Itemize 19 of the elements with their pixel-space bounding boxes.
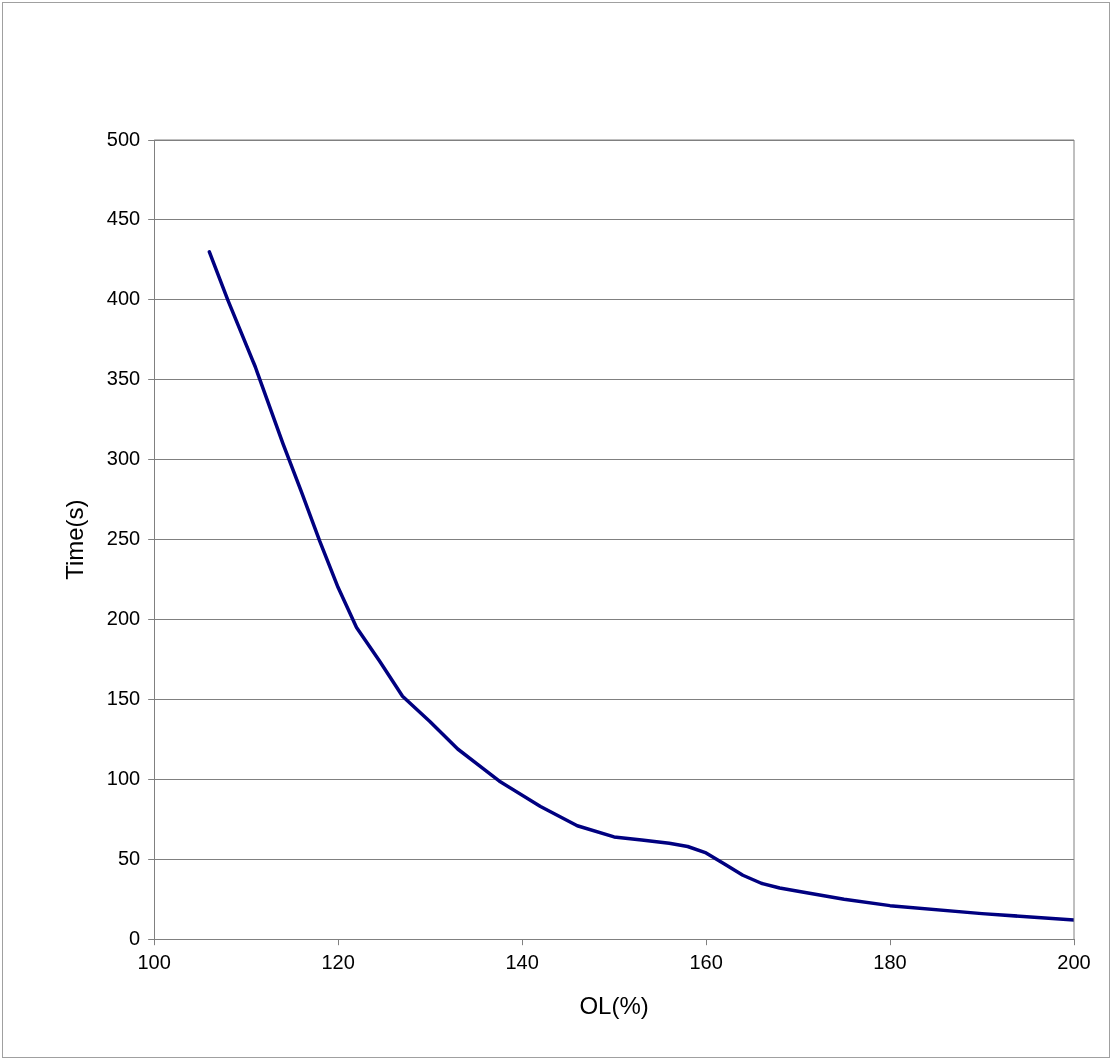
y-tick-label: 250 (106, 527, 141, 550)
y-tick-label: 100 (106, 766, 141, 789)
x-axis-title: OL(%) (579, 992, 649, 1020)
y-tick-label: 400 (106, 287, 141, 310)
x-tick-label: 160 (689, 950, 723, 973)
y-tick-label: 350 (106, 367, 141, 390)
x-tick-label: 120 (321, 950, 355, 973)
y-tick-label: 200 (106, 607, 141, 630)
y-tick-label: 0 (129, 926, 141, 949)
y-axis-title: Time(s) (61, 499, 89, 580)
y-tick-label: 150 (106, 686, 141, 709)
x-tick-label: 140 (505, 950, 539, 973)
x-tick-label: 180 (873, 950, 907, 973)
x-tick-label: 100 (137, 950, 171, 973)
y-tick-label: 500 (106, 127, 141, 150)
y-tick-label: 300 (106, 447, 141, 470)
y-tick-label: 450 (106, 207, 141, 230)
y-tick-label: 50 (117, 846, 141, 869)
x-tick-label: 200 (1057, 950, 1091, 973)
